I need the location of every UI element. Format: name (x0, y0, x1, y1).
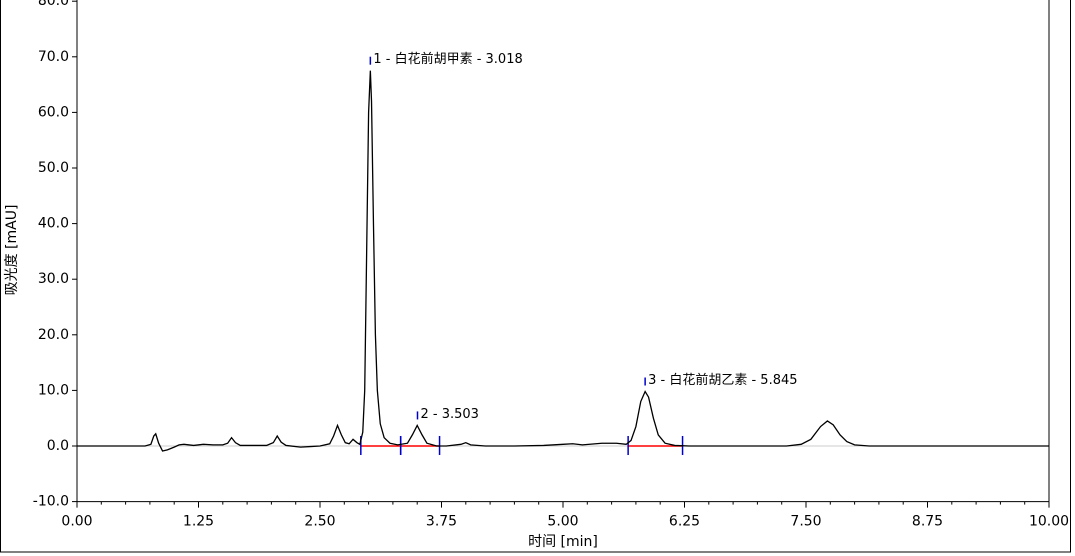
peak-label: 1 - 白花前胡甲素 - 3.018 (373, 51, 522, 67)
y-tick-label: 70.0 (38, 49, 69, 65)
peak-label: 2 - 3.503 (420, 407, 478, 422)
x-tick-label: 5.00 (547, 514, 578, 530)
peak-label: 3 - 白花前胡乙素 - 5.845 (648, 372, 797, 388)
x-tick-label: 2.50 (304, 514, 335, 530)
x-tick-label: 7.50 (790, 514, 821, 530)
signal-trace (77, 70, 1049, 452)
x-tick-label: 1.25 (183, 514, 214, 530)
x-tick-label: 0.00 (61, 514, 92, 530)
x-tick-label: 6.25 (669, 514, 700, 530)
y-tick-label: 80.0 (38, 0, 69, 9)
x-axis-title: 时间 [min] (528, 534, 598, 550)
y-tick-label: -10.0 (33, 494, 69, 510)
y-tick-label: 60.0 (38, 104, 69, 120)
y-tick-label: 30.0 (38, 271, 69, 287)
y-tick-label: 0.0 (47, 438, 69, 454)
y-tick-label: 20.0 (38, 327, 69, 343)
y-axis-title: 吸光度 [mAU] (4, 205, 20, 296)
y-tick-label: 10.0 (38, 382, 69, 398)
x-tick-label: 3.75 (426, 514, 457, 530)
y-tick-label: 50.0 (38, 160, 69, 176)
x-tick-label: 10.00 (1029, 514, 1069, 530)
x-tick-label: 8.75 (912, 514, 943, 530)
y-tick-label: 40.0 (38, 216, 69, 232)
